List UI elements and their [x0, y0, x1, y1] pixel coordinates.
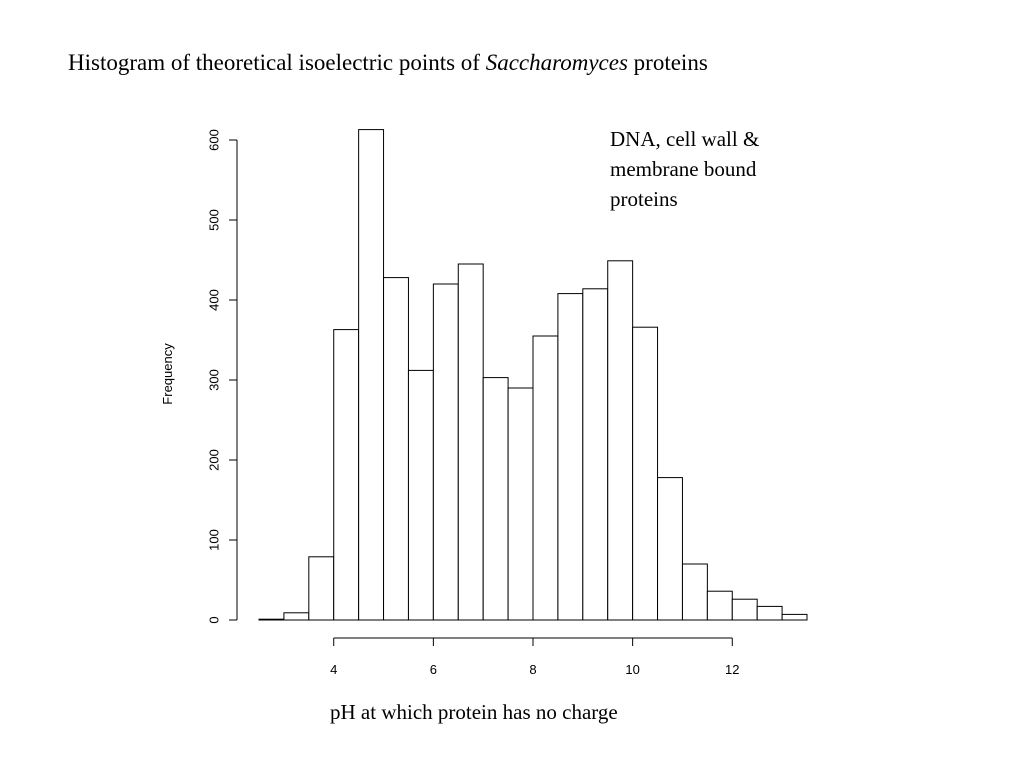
histogram-bar	[681, 563, 708, 621]
x-tick-label: 10	[625, 662, 639, 677]
histogram-bar	[706, 590, 733, 621]
histogram-bar	[632, 326, 659, 621]
histogram-bar	[756, 605, 783, 621]
histogram-bar	[308, 556, 335, 621]
y-tick-label: 500	[207, 209, 222, 231]
histogram-bar	[731, 598, 758, 621]
x-tick-label: 8	[529, 662, 536, 677]
histogram-bar	[283, 612, 310, 621]
y-tick-label: 600	[207, 129, 222, 151]
y-axis-label: Frequency	[160, 343, 175, 405]
y-tick-label: 400	[207, 289, 222, 311]
slide-title: Histogram of theoretical isoelectric poi…	[68, 50, 708, 76]
histogram-bar	[258, 618, 285, 621]
x-tick-label: 6	[430, 662, 437, 677]
y-tick-label: 0	[207, 616, 222, 623]
histogram-bar	[507, 387, 534, 621]
histogram-bar	[532, 335, 559, 621]
y-tick-label: 300	[207, 369, 222, 391]
x-tick-label: 4	[330, 662, 337, 677]
x-tick-label: 12	[725, 662, 739, 677]
y-tick-label: 100	[207, 529, 222, 551]
histogram-bar	[557, 293, 584, 621]
histogram-bar	[358, 129, 385, 621]
histogram-bar	[457, 263, 484, 621]
annotation-line: DNA, cell wall &	[610, 127, 760, 151]
x-axis-label: pH at which protein has no charge	[330, 700, 618, 724]
histogram-bar	[607, 260, 634, 621]
histogram-bar	[582, 288, 609, 621]
y-axis: 0 100 200 300 400 500 600	[207, 129, 238, 624]
title-suffix: proteins	[627, 50, 708, 75]
title-prefix: Histogram of theoretical isoelectric poi…	[68, 50, 486, 75]
bars-group	[258, 129, 808, 621]
annotation: DNA, cell wall & membrane bound proteins	[610, 124, 759, 214]
histogram-bar	[482, 377, 509, 621]
histogram-bar	[333, 329, 360, 621]
histogram-bar	[657, 477, 683, 621]
x-axis: 4 6 8 10 12	[330, 637, 740, 677]
histogram-bar	[432, 283, 459, 621]
annotation-line: proteins	[610, 187, 678, 211]
histogram-bar	[383, 277, 409, 621]
histogram-bar	[407, 369, 434, 621]
annotation-line: membrane bound	[610, 157, 757, 181]
histogram-bar	[781, 613, 808, 621]
y-tick-label: 200	[207, 449, 222, 471]
title-italic: Saccharomyces	[485, 50, 628, 75]
